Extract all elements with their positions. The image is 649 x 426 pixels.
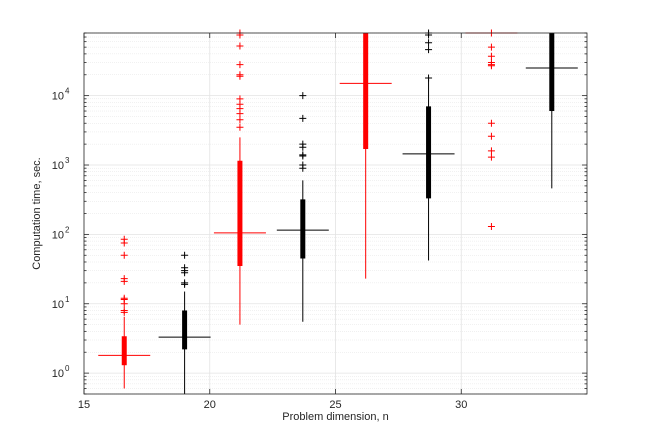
outlier-marker	[299, 143, 307, 151]
outlier-marker	[487, 153, 495, 161]
y-axis-label: Computation time, sec.	[31, 157, 43, 270]
y-tick-label: 10	[52, 299, 64, 311]
outlier-marker	[299, 92, 307, 100]
box-group	[276, 92, 329, 322]
y-tick-label: 10	[52, 91, 64, 103]
y-tick-label: 10	[52, 368, 64, 380]
outlier-marker	[236, 72, 244, 80]
outlier-marker	[487, 62, 495, 70]
outlier-marker	[487, 132, 495, 140]
box-group	[213, 29, 266, 325]
outlier-marker	[236, 61, 244, 69]
box-group	[339, 33, 392, 279]
outlier-marker	[425, 39, 433, 47]
outlier-marker	[181, 251, 189, 259]
x-tick-label: 20	[204, 399, 216, 411]
outlier-marker	[120, 300, 128, 308]
outlier-marker	[181, 280, 189, 288]
x-tick-label: 25	[329, 399, 341, 411]
outlier-marker	[487, 52, 495, 60]
y-tick-label: 10	[52, 229, 64, 241]
y-tick-label: 10	[52, 160, 64, 172]
x-tick-label: 30	[455, 399, 467, 411]
y-tick-label-exponent: 2	[65, 225, 70, 234]
box-group	[158, 251, 211, 394]
outlier-marker	[181, 269, 189, 277]
outlier-marker	[487, 222, 495, 230]
outlier-marker	[236, 116, 244, 124]
y-tick-label-exponent: 0	[65, 364, 70, 373]
outlier-marker	[299, 152, 307, 160]
y-tick-label-exponent: 3	[65, 156, 70, 165]
x-axis-label: Problem dimension, n	[282, 411, 388, 423]
outlier-marker	[425, 74, 433, 82]
box-series	[98, 29, 578, 394]
outlier-marker	[120, 277, 128, 285]
outlier-marker	[120, 308, 128, 316]
outlier-marker	[236, 123, 244, 131]
outlier-marker	[487, 43, 495, 51]
outlier-marker	[425, 46, 433, 54]
outlier-marker	[487, 147, 495, 155]
outlier-marker	[120, 239, 128, 247]
y-tick-label-exponent: 1	[65, 295, 70, 304]
box-group	[98, 235, 151, 389]
box-group	[402, 29, 455, 261]
box-group	[525, 33, 578, 189]
y-tick-label-exponent: 4	[65, 87, 70, 96]
outlier-marker	[299, 164, 307, 172]
outlier-marker	[487, 119, 495, 127]
outlier-marker	[236, 42, 244, 50]
outlier-marker	[299, 114, 307, 122]
outlier-marker	[236, 110, 244, 118]
outlier-marker	[120, 251, 128, 259]
x-tick-label: 15	[78, 399, 90, 411]
